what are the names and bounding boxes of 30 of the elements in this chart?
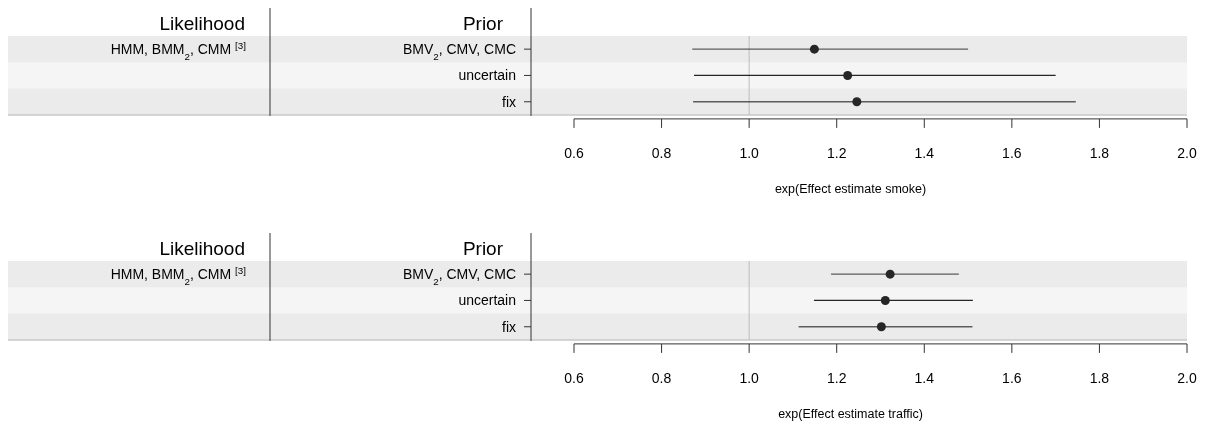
x-tick-label: 1.2	[826, 144, 847, 161]
y-tick-label: BMV$_{2}$, CMV, CMC	[402, 266, 516, 287]
x-tick-label: 1.4	[914, 369, 935, 386]
x-tick-label: 0.6	[564, 144, 584, 161]
x-axis-title: exp(Effect estimate traffic)	[778, 407, 923, 421]
x-tick-label: 1.8	[1089, 144, 1110, 161]
text: HMM, BMM$_{2}$, CMM $^{[3]}$	[110, 39, 247, 62]
x-tick-label: 0.8	[651, 369, 672, 386]
y-tick-label: BMV$_{2}$, CMV, CMC	[402, 41, 516, 62]
x-tick-label: 2.0	[1177, 144, 1197, 161]
x-tick-label: 0.6	[564, 369, 584, 386]
y-tick-label: uncertain	[458, 292, 516, 309]
text: Likelihood	[159, 13, 245, 34]
x-tick-label: 1.0	[739, 144, 760, 161]
x-tick-label: 1.4	[914, 144, 935, 161]
y-axis-title: Prior	[462, 13, 504, 34]
x-axis-title: exp(Effect estimate smoke)	[774, 182, 927, 196]
text: Likelihood	[159, 238, 245, 259]
x-tick-label: 1.2	[826, 369, 847, 386]
x-tick-label: 1.6	[1002, 369, 1022, 386]
y-tick-label: fix	[502, 93, 516, 110]
y-tick-label: uncertain	[458, 67, 516, 84]
x-tick-label: 0.8	[651, 144, 672, 161]
x-tick-label: 1.8	[1089, 369, 1110, 386]
y-tick-label: fix	[502, 318, 516, 335]
x-tick-label: 1.0	[739, 369, 760, 386]
x-tick-label: 2.0	[1177, 369, 1197, 386]
text: HMM, BMM$_{2}$, CMM $^{[3]}$	[110, 264, 247, 287]
x-tick-label: 1.6	[1002, 144, 1022, 161]
y-axis-title: Prior	[462, 238, 504, 259]
